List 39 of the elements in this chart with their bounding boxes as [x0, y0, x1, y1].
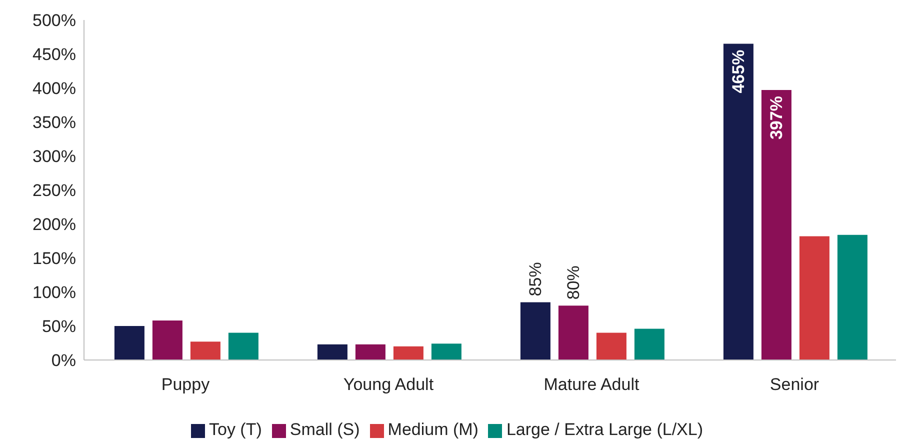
- bar: [393, 346, 424, 360]
- legend-label: Medium (M): [388, 420, 478, 439]
- data-label: 80%: [564, 266, 583, 300]
- y-tick-label: 300%: [32, 147, 76, 166]
- bar: [837, 234, 868, 360]
- x-tick-label: Mature Adult: [544, 375, 640, 394]
- x-tick-label: Young Adult: [343, 375, 434, 394]
- bar: [355, 344, 386, 360]
- y-tick-label: 200%: [32, 215, 76, 234]
- data-label: 397%: [766, 96, 786, 140]
- bar: [431, 344, 462, 360]
- bar: [190, 342, 220, 360]
- bar: [799, 236, 830, 360]
- bar: [596, 332, 626, 360]
- bar: [761, 90, 792, 360]
- y-tick-label: 0%: [51, 351, 76, 370]
- y-tick-label: 400%: [32, 79, 76, 98]
- bar: [723, 44, 754, 360]
- bar: [558, 306, 588, 360]
- bar: [317, 344, 348, 360]
- bar: [114, 326, 144, 360]
- y-tick-label: 50%: [42, 317, 76, 336]
- y-tick-label: 250%: [32, 181, 76, 200]
- y-tick-label: 500%: [32, 11, 76, 30]
- x-tick-label: Puppy: [161, 375, 210, 394]
- data-label: 465%: [728, 50, 748, 94]
- legend-label: Toy (T): [208, 420, 262, 439]
- x-tick-label: Senior: [770, 375, 820, 394]
- bar: [228, 332, 258, 360]
- y-tick-label: 100%: [32, 283, 76, 302]
- y-tick-label: 150%: [32, 249, 76, 268]
- legend-label: Small (S): [290, 420, 360, 439]
- bar: [152, 320, 182, 360]
- data-label: 85%: [526, 262, 545, 296]
- y-tick-label: 350%: [32, 113, 76, 132]
- bar: [520, 302, 550, 360]
- legend-label: Large / Extra Large (L/XL): [506, 420, 703, 439]
- bar: [634, 328, 664, 360]
- y-tick-label: 450%: [32, 45, 76, 64]
